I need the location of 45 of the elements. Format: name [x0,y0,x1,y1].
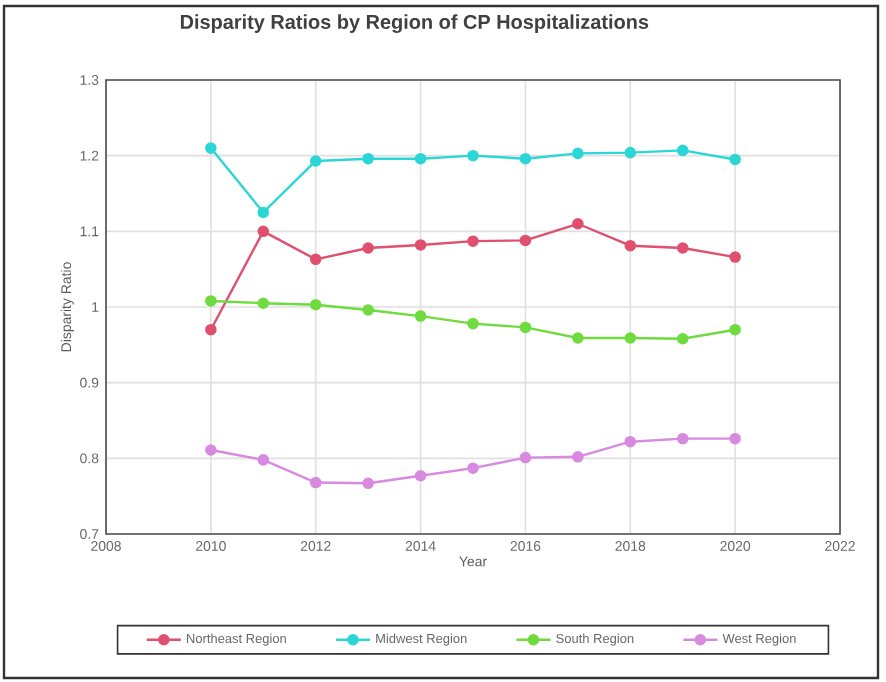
point [205,295,217,307]
point [624,332,637,344]
point [309,476,322,489]
point [519,321,532,334]
point [572,217,584,230]
point [467,235,479,247]
point [467,462,479,474]
point [676,242,689,254]
point [676,144,689,157]
point [624,146,637,159]
point [414,239,427,251]
point [572,332,584,344]
point [729,323,741,336]
point [205,323,217,336]
point [257,454,270,466]
point [257,206,270,219]
point [414,310,427,322]
point [414,469,427,482]
point [519,152,532,165]
point [467,149,479,162]
point [309,253,322,266]
point [257,225,270,238]
point [729,432,741,445]
point [624,239,637,252]
point [729,153,741,166]
point [205,444,217,456]
point [362,242,374,254]
point [362,304,374,316]
point [572,451,584,463]
chart-title: Disparity Ratios by Region of CP Hospitalizations [180,14,649,33]
point [676,432,689,445]
point [205,142,217,154]
point [624,435,637,448]
point [519,234,532,247]
point [729,251,741,263]
point [676,333,689,345]
point [309,298,322,311]
point [414,152,427,165]
point [519,451,532,464]
point [257,297,270,309]
point [572,147,584,160]
point [467,317,479,330]
point [309,155,322,167]
point [362,152,374,165]
point [362,477,374,490]
